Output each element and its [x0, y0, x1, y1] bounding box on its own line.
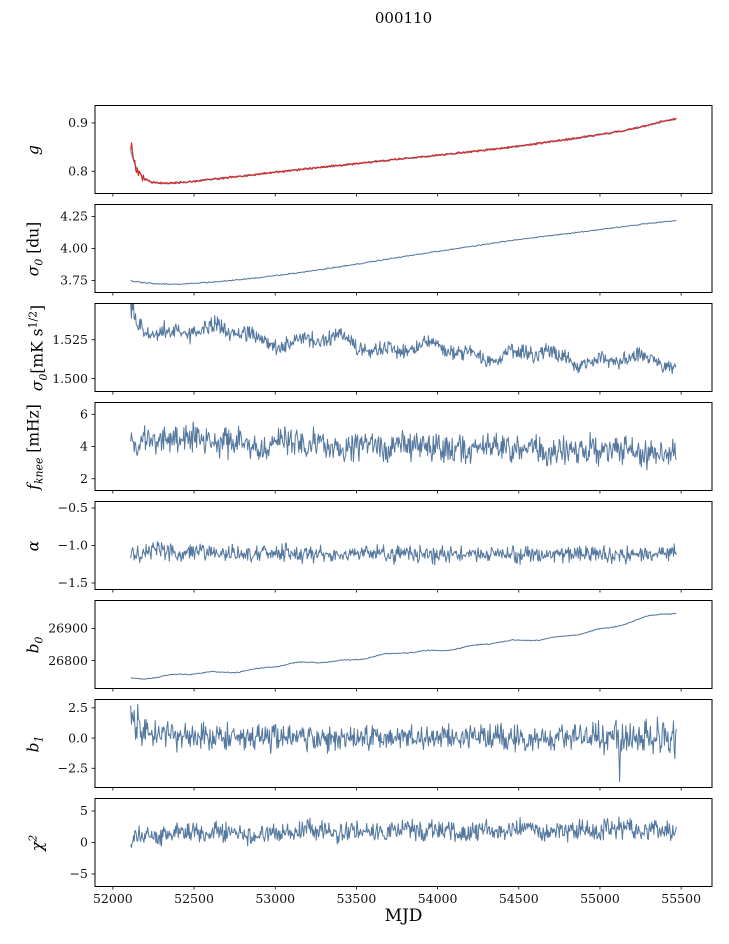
svg-text:26800: 26800	[48, 653, 88, 668]
y-axis-label-b0: b0	[24, 636, 46, 653]
svg-text:54000: 54000	[418, 891, 458, 906]
svg-text:26900: 26900	[48, 621, 88, 636]
subplot-alpha: −0.5 −1.0 −1.5	[58, 500, 713, 593]
svg-text:55000: 55000	[580, 891, 620, 906]
svg-text:2: 2	[80, 471, 88, 486]
svg-text:0.9: 0.9	[68, 115, 88, 130]
y-axis-label-b1: b1	[24, 735, 46, 752]
svg-text:0: 0	[80, 835, 88, 850]
svg-text:2.5: 2.5	[68, 700, 88, 715]
svg-text:52000: 52000	[93, 891, 133, 906]
svg-text:55500: 55500	[661, 891, 701, 906]
subplot-g: 0.8 0.9	[68, 105, 713, 197]
svg-text:4: 4	[80, 439, 88, 454]
y-axis-label-fknee: fknee [mHz]	[24, 403, 46, 490]
svg-text:−2.5: −2.5	[58, 760, 88, 775]
svg-text:52500: 52500	[174, 891, 214, 906]
svg-text:5: 5	[80, 803, 88, 818]
x-axis-label: MJD	[384, 906, 423, 926]
subplot-b1: −2.5 0.0 2.5	[58, 699, 713, 791]
subplot-fknee: 2 4 6	[80, 402, 713, 494]
svg-text:4.25: 4.25	[60, 209, 88, 224]
svg-text:53500: 53500	[337, 891, 377, 906]
subplot-chi2: −5 0 5 52000 52500 53000 53500 54000 54500 55000 5…	[70, 798, 713, 906]
svg-text:1.500: 1.500	[52, 371, 88, 386]
svg-text:53000: 53000	[255, 891, 295, 906]
subplot-sigma0-mk: 1.500 1.525	[52, 303, 713, 395]
figure-title: 000110	[374, 9, 433, 27]
y-axis-label-alpha: α	[24, 540, 43, 551]
subplot-b0: 26800 26900	[48, 600, 713, 692]
svg-text:0.8: 0.8	[68, 163, 88, 178]
svg-text:3.75: 3.75	[60, 273, 88, 288]
svg-text:6: 6	[80, 406, 88, 421]
svg-text:0.0: 0.0	[68, 730, 88, 745]
svg-text:−5: −5	[70, 866, 88, 881]
svg-text:4.00: 4.00	[60, 241, 88, 256]
svg-text:−1.0: −1.0	[58, 538, 88, 553]
svg-text:−1.5: −1.5	[58, 575, 88, 590]
svg-text:54500: 54500	[499, 891, 539, 906]
subplot-sigma0-du: 3.75 4.00 4.25	[60, 204, 713, 296]
ylabel-text: g	[24, 144, 43, 155]
y-axis-label-sigma0-du: σ0 [du]	[24, 221, 46, 276]
svg-text:1.525: 1.525	[52, 332, 88, 347]
y-axis-label-chi2: χ2	[26, 834, 47, 851]
y-axis-label-g: g	[24, 105, 44, 194]
svg-text:−0.5: −0.5	[58, 500, 88, 515]
y-axis-label-sigma0-mk: σ0[mK s1/2]	[26, 304, 50, 391]
